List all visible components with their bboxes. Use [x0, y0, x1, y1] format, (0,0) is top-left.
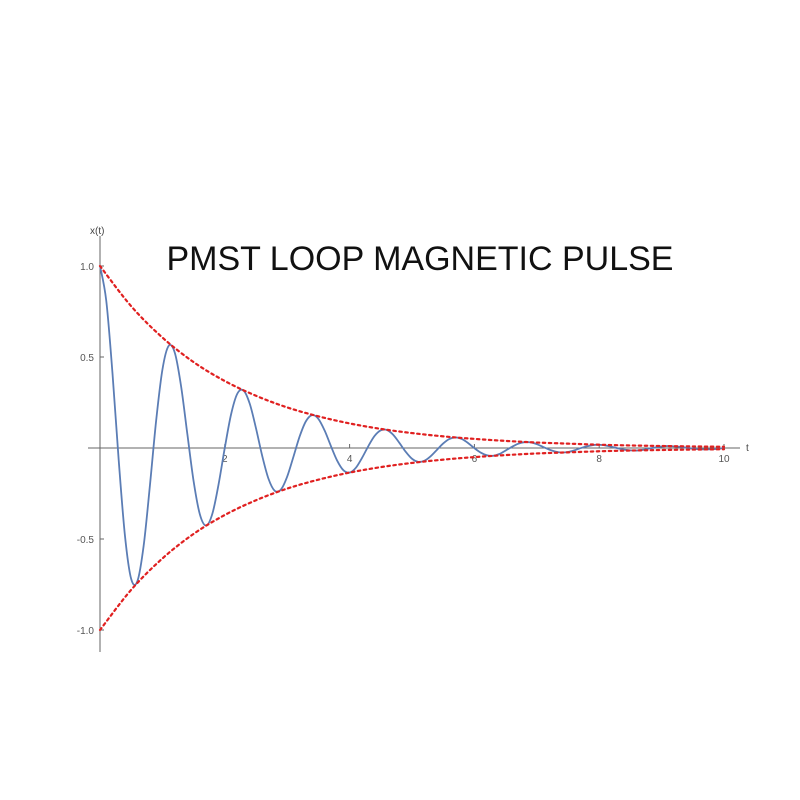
signal-line — [99, 265, 725, 586]
x-tick-label: 6 — [472, 454, 478, 465]
y-tick-label: 0.5 — [80, 353, 94, 364]
x-tick-label: 10 — [718, 454, 730, 465]
x-tick-label: 8 — [596, 454, 602, 465]
x-tick-label: 2 — [222, 454, 228, 465]
envelope-line — [98, 264, 726, 448]
x-tick-label: 4 — [347, 454, 353, 465]
envelope-line — [98, 448, 726, 632]
y-tick-label: 1.0 — [80, 262, 94, 273]
y-tick-label: -1.0 — [77, 626, 95, 637]
y-tick-label: -0.5 — [77, 535, 95, 546]
y-axis-label: x(t) — [90, 226, 104, 237]
chart-title: PMST LOOP MAGNETIC PULSE — [167, 240, 674, 278]
x-axis-label: t — [746, 443, 749, 454]
